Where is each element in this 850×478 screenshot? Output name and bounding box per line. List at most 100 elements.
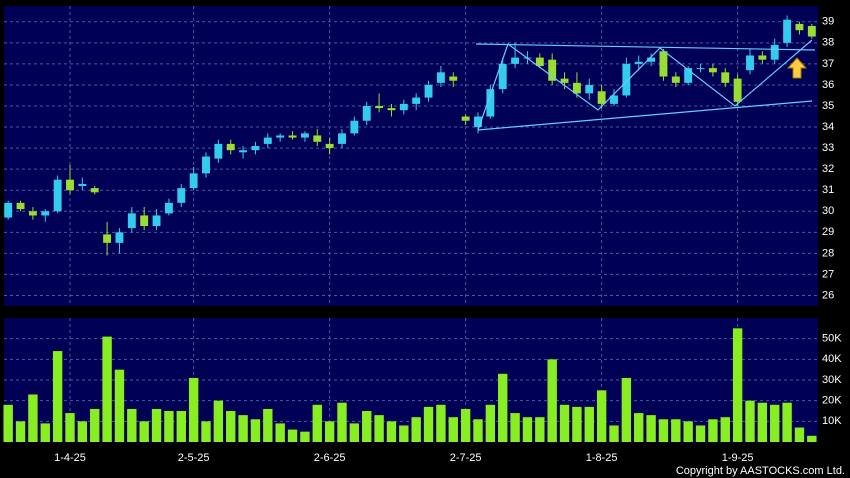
volume-bar — [28, 394, 38, 442]
candle-body — [474, 116, 482, 128]
volume-bar — [263, 408, 273, 442]
volume-bar — [708, 419, 718, 442]
volume-bar — [226, 411, 236, 442]
candle-body — [511, 57, 520, 64]
y-tick-label: 30 — [822, 205, 834, 217]
y-tick-label: 40K — [822, 353, 842, 365]
y-tick-label: 20K — [822, 395, 842, 407]
x-tick-label: 1-8-25 — [586, 452, 618, 464]
candle-body — [53, 179, 62, 212]
candle-body — [622, 63, 631, 96]
volume-bar — [300, 431, 310, 442]
candle-body — [572, 82, 581, 94]
volume-bar — [658, 419, 669, 442]
copyright: Copyright by AASTOCKS.com Ltd. — [676, 465, 845, 477]
volume-bar — [176, 411, 186, 442]
y-tick-label: 50K — [822, 333, 842, 345]
candle-body — [325, 143, 334, 149]
volume-bar — [596, 390, 607, 442]
volume-bar — [164, 411, 174, 442]
candle-body — [399, 103, 408, 111]
candle-body — [177, 188, 186, 203]
volume-bar — [399, 425, 409, 442]
candle-body — [535, 57, 544, 66]
volume-bar — [782, 402, 792, 442]
y-tick-label: 36 — [822, 79, 834, 91]
volume-bar — [770, 404, 780, 442]
candle-body — [585, 84, 594, 94]
candle-body — [362, 106, 371, 121]
volume-bar — [151, 408, 162, 442]
y-tick-label: 34 — [822, 121, 834, 133]
candle-body — [16, 202, 25, 210]
candle-body — [807, 26, 816, 37]
candle-body — [127, 213, 136, 229]
volume-bar — [621, 377, 632, 442]
volume-bar — [634, 413, 644, 442]
candle-body — [696, 68, 705, 70]
volume-bar — [238, 415, 248, 442]
volume-bar — [40, 423, 50, 442]
candle-body — [424, 84, 433, 98]
candle-body — [449, 76, 458, 81]
candle-body — [66, 179, 74, 191]
volume-bar — [213, 400, 224, 442]
trend-lines — [475, 39, 816, 131]
volume-bar — [485, 404, 496, 442]
volume-bar — [3, 404, 13, 442]
volume-bar — [77, 421, 88, 442]
volume-bar — [312, 404, 322, 442]
volume-bar — [695, 425, 706, 442]
volume-bar — [102, 336, 112, 442]
candle-body — [140, 215, 149, 226]
candle-body — [313, 135, 322, 142]
candle-body — [461, 116, 470, 121]
volume-bar — [374, 415, 384, 442]
y-tick-label: 37 — [822, 58, 834, 70]
candle-body — [263, 137, 272, 144]
volume-bar — [250, 419, 261, 442]
volume-bar — [114, 369, 125, 442]
volume-bar — [732, 328, 743, 442]
volume-bar — [807, 435, 817, 442]
y-tick-label: 29 — [822, 226, 834, 238]
candle-body — [708, 68, 717, 73]
volume-bar — [275, 423, 285, 442]
volume-bar — [460, 408, 471, 442]
candle-body — [436, 72, 445, 83]
candle-body — [152, 215, 161, 226]
volume-bar — [436, 404, 446, 442]
y-tick-label: 30K — [822, 374, 842, 386]
volume-bar — [65, 413, 75, 442]
candle-body — [300, 133, 309, 138]
volume-bar — [337, 402, 347, 442]
volume-bar — [572, 406, 582, 442]
volume-bar — [757, 402, 768, 442]
candle-body — [239, 150, 248, 153]
candle-body — [548, 59, 557, 81]
candle-body — [90, 188, 99, 193]
arrow-icon — [786, 57, 808, 79]
candle-body — [671, 76, 680, 83]
x-tick-label: 2-6-25 — [314, 452, 346, 464]
candle-body — [164, 202, 173, 214]
candle-body — [387, 108, 396, 111]
volume-bar — [547, 359, 557, 442]
candle-body — [795, 23, 804, 31]
volume-bar — [349, 423, 360, 442]
candle-body — [498, 63, 507, 90]
candle-body — [634, 61, 643, 64]
candle-body — [28, 211, 37, 216]
volume-bar — [188, 377, 199, 442]
candle-body — [560, 78, 569, 83]
x-tick-label: 2-7-25 — [450, 452, 482, 464]
candle-body — [214, 143, 223, 159]
x-tick-label: 1-9-25 — [722, 452, 754, 464]
candle-body — [251, 146, 260, 151]
candle-body — [103, 234, 112, 243]
candle-body — [659, 51, 668, 77]
y-tick-label: 38 — [822, 37, 834, 49]
candle-body — [610, 95, 618, 104]
y-tick-label: 33 — [822, 142, 834, 154]
